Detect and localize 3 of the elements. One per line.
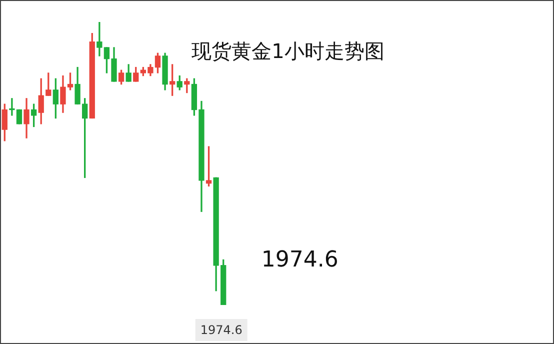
text: 现货黄金1小时走势图: [192, 39, 384, 64]
text: 1974.6: [200, 323, 242, 338]
text: 1974.6: [261, 248, 338, 273]
